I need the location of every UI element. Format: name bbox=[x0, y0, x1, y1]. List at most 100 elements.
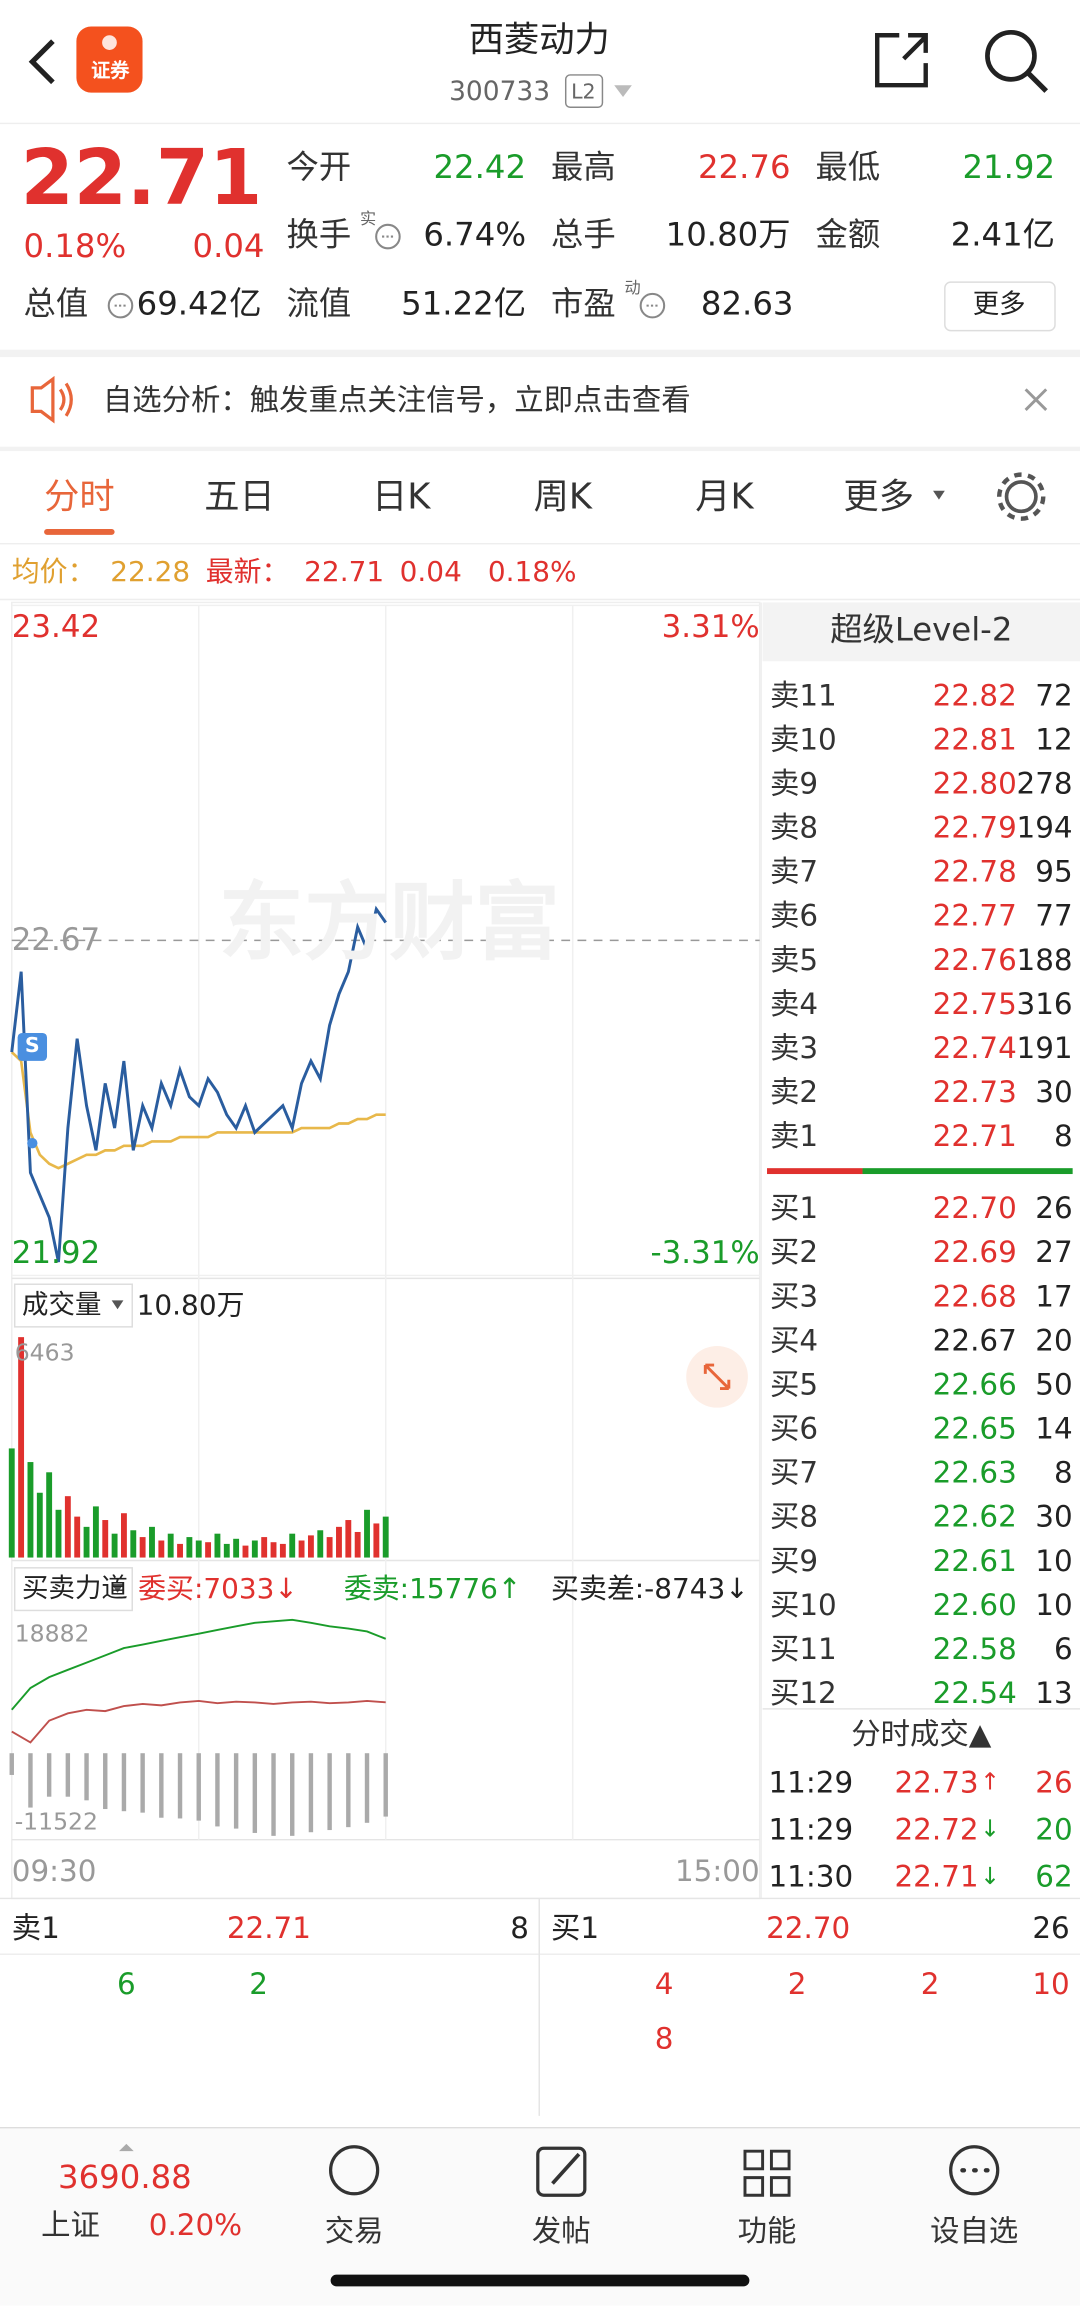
queue-label: 卖1 bbox=[11, 1910, 60, 1946]
book-price: 22.62 bbox=[932, 1498, 1017, 1535]
flow-label[interactable]: 买卖力道 bbox=[22, 1573, 128, 1605]
book-volume: 8 bbox=[1053, 1118, 1073, 1154]
info-text: 最新： bbox=[205, 556, 290, 589]
close-icon[interactable] bbox=[1024, 388, 1048, 411]
stock-code: 300733 bbox=[449, 76, 551, 108]
flow-diff-bar bbox=[233, 1753, 239, 1829]
trade-price: 22.73 bbox=[894, 1764, 979, 1801]
book-price: 22.54 bbox=[932, 1675, 1017, 1711]
volume-label[interactable]: 成交量 bbox=[22, 1290, 102, 1321]
book-price: 22.67 bbox=[932, 1322, 1017, 1358]
flow-diff-bar bbox=[121, 1753, 127, 1812]
trades-title[interactable]: 分时成交▲ bbox=[851, 1716, 992, 1752]
book-label: 卖3 bbox=[769, 1030, 819, 1066]
watchlist-icon[interactable] bbox=[949, 2145, 1000, 2196]
function-icon[interactable] bbox=[743, 2149, 791, 2197]
field-value: 6.74% bbox=[423, 217, 527, 255]
queue-order: 2 bbox=[249, 1966, 268, 2002]
book-label: 买4 bbox=[769, 1322, 819, 1358]
volume-selector[interactable] bbox=[13, 1283, 133, 1328]
field-label: 金额 bbox=[815, 217, 881, 255]
post-icon[interactable] bbox=[536, 2146, 587, 2197]
nav-item[interactable]: 功能 bbox=[737, 2212, 797, 2249]
pct-label: -3.31% bbox=[650, 1235, 760, 1271]
book-price: 22.78 bbox=[932, 853, 1017, 889]
volume-bar bbox=[270, 1542, 277, 1558]
tab[interactable]: 更多 bbox=[843, 476, 914, 518]
field-label: 最高 bbox=[551, 149, 616, 187]
more-button-label[interactable]: 更多 bbox=[972, 289, 1026, 321]
trade-time: 11:30 bbox=[768, 1858, 854, 1895]
book-price: 22.66 bbox=[932, 1366, 1017, 1402]
y-tick-label: 22.67 bbox=[11, 922, 101, 958]
info-text: 0.04 bbox=[399, 556, 462, 589]
book-price: 22.63 bbox=[932, 1454, 1017, 1490]
field-value: 10.80万 bbox=[665, 217, 791, 255]
tab[interactable]: 分时 bbox=[44, 476, 115, 518]
book-volume: 13 bbox=[1035, 1675, 1073, 1711]
more-button[interactable] bbox=[944, 281, 1056, 332]
book-label: 卖11 bbox=[769, 677, 837, 713]
queue-order: 4 bbox=[654, 1966, 674, 2002]
info-text: 0.18% bbox=[487, 556, 577, 589]
back-icon[interactable] bbox=[28, 39, 55, 85]
flow-selector[interactable] bbox=[13, 1567, 133, 1612]
flow-diff-bar bbox=[159, 1753, 164, 1818]
book-volume: 12 bbox=[1035, 721, 1073, 757]
tab-underline bbox=[44, 528, 115, 535]
tab[interactable]: 五日 bbox=[204, 476, 275, 518]
home-indicator bbox=[330, 2274, 750, 2287]
volume-bar bbox=[233, 1538, 240, 1558]
flow-sell-line bbox=[11, 1618, 387, 1711]
trade-dir: ↑ bbox=[980, 1767, 1000, 1796]
volume-bar bbox=[251, 1540, 258, 1558]
book-label: 卖4 bbox=[769, 985, 819, 1022]
speaker-icon bbox=[30, 375, 55, 424]
book-volume: 77 bbox=[1035, 897, 1073, 934]
index-pct: 0.20% bbox=[148, 2207, 243, 2243]
book-volume: 316 bbox=[1016, 985, 1073, 1022]
search-icon[interactable] bbox=[985, 29, 1037, 82]
book-volume: 95 bbox=[1035, 853, 1073, 889]
y-tick-label: 23.42 bbox=[11, 609, 101, 645]
trade-time: 11:29 bbox=[768, 1811, 854, 1848]
flow-diff-bar bbox=[215, 1753, 220, 1827]
flow-buy: 委买:7033↓ bbox=[138, 1572, 298, 1606]
nav-item[interactable]: 交易 bbox=[324, 2212, 384, 2249]
volume-bar bbox=[261, 1537, 268, 1558]
settings-teeth bbox=[996, 472, 1046, 521]
flow-diff-bar bbox=[383, 1753, 388, 1817]
volume-bar bbox=[177, 1543, 183, 1558]
nav-item[interactable]: 发帖 bbox=[531, 2212, 591, 2249]
tab[interactable]: 日K bbox=[371, 476, 431, 518]
field-label: 换手 bbox=[286, 217, 352, 255]
share-icon[interactable] bbox=[875, 33, 928, 88]
flow-diff-bar bbox=[327, 1753, 332, 1831]
book-price: 22.76 bbox=[932, 941, 1017, 978]
level2-header bbox=[762, 602, 1080, 662]
search-handle bbox=[1026, 71, 1049, 93]
book-price: 22.58 bbox=[932, 1631, 1017, 1667]
field-label: 最低 bbox=[815, 149, 881, 187]
book-price: 22.74 bbox=[932, 1030, 1017, 1066]
volume-bar bbox=[18, 1337, 25, 1558]
banner-text[interactable]: 自选分析：触发重点关注信号，立即点击查看 bbox=[102, 382, 691, 418]
settings-icon[interactable] bbox=[1004, 480, 1038, 514]
trade-icon[interactable] bbox=[328, 2145, 380, 2196]
info-icon bbox=[375, 223, 401, 250]
book-price: 22.71 bbox=[932, 1118, 1017, 1154]
index-price[interactable]: 3690.88 bbox=[58, 2160, 192, 2197]
field-label: 今开 bbox=[286, 149, 352, 187]
logo[interactable] bbox=[76, 26, 143, 93]
book-label: 卖1 bbox=[769, 1118, 819, 1154]
tab[interactable]: 周K bbox=[533, 476, 592, 518]
nav-item[interactable]: 设自选 bbox=[930, 2212, 1019, 2249]
book-label: 买1 bbox=[769, 1190, 819, 1226]
volume-bar bbox=[186, 1537, 193, 1558]
trade-volume: 20 bbox=[1035, 1811, 1073, 1848]
volume-bar bbox=[27, 1462, 34, 1558]
field-value: 21.92 bbox=[962, 149, 1056, 187]
tab[interactable]: 月K bbox=[695, 476, 754, 518]
